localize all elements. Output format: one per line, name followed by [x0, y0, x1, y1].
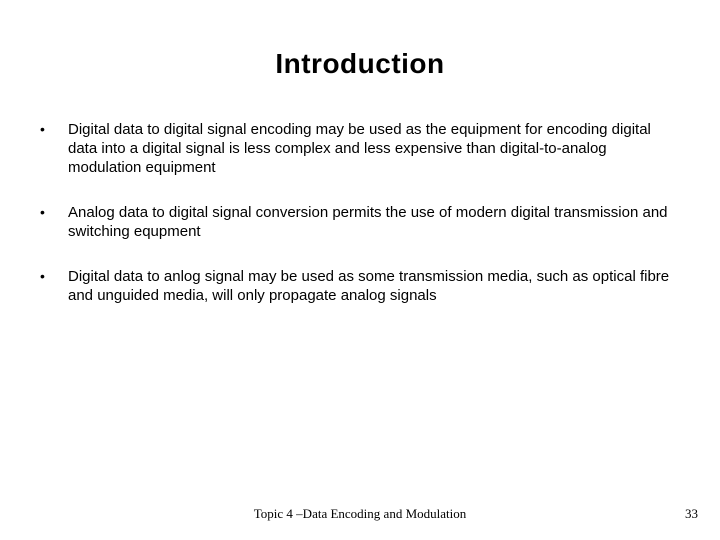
bullet-text: Digital data to anlog signal may be used… — [68, 267, 680, 305]
bullet-item: • Digital data to digital signal encodin… — [40, 120, 680, 177]
bullet-marker: • — [40, 267, 68, 286]
page-number: 33 — [685, 506, 698, 522]
bullet-item: • Analog data to digital signal conversi… — [40, 203, 680, 241]
bullet-item: • Digital data to anlog signal may be us… — [40, 267, 680, 305]
slide-footer: Topic 4 –Data Encoding and Modulation — [0, 506, 720, 522]
slide-content: • Digital data to digital signal encodin… — [0, 80, 720, 305]
bullet-text: Digital data to digital signal encoding … — [68, 120, 680, 177]
slide-title: Introduction — [0, 0, 720, 80]
bullet-text: Analog data to digital signal conversion… — [68, 203, 680, 241]
bullet-marker: • — [40, 203, 68, 222]
slide: Introduction • Digital data to digital s… — [0, 0, 720, 540]
bullet-marker: • — [40, 120, 68, 139]
